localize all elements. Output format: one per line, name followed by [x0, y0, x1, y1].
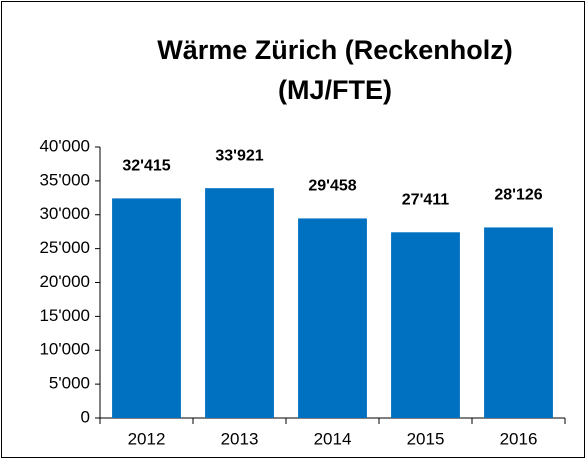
x-tick-label: 2015: [407, 429, 445, 448]
y-tick-label: 25'000: [39, 238, 90, 257]
x-tick-label: 2016: [500, 429, 538, 448]
x-tick-label: 2013: [221, 429, 259, 448]
y-tick-label: 10'000: [39, 340, 90, 359]
y-tick-label: 15'000: [39, 306, 90, 325]
bar: [484, 227, 553, 418]
bar: [298, 218, 367, 418]
data-label: 29'458: [308, 178, 356, 195]
y-tick-label: 20'000: [39, 272, 90, 291]
data-label: 33'921: [215, 147, 263, 164]
data-label: 32'415: [122, 158, 170, 175]
bar: [205, 188, 274, 418]
x-tick-label: 2014: [314, 429, 352, 448]
bar: [112, 198, 181, 418]
data-label: 28'126: [494, 187, 542, 204]
y-tick-label: 35'000: [39, 170, 90, 189]
x-tick-label: 2012: [128, 429, 166, 448]
data-label: 27'411: [402, 192, 450, 209]
chart-title: Wärme Zürich (Reckenholz): [157, 35, 513, 65]
y-tick-label: 5'000: [49, 374, 90, 393]
y-tick-label: 0: [81, 407, 90, 426]
chart-title: (MJ/FTE): [278, 75, 392, 105]
bar: [391, 232, 460, 418]
y-tick-label: 40'000: [39, 136, 90, 155]
y-tick-label: 30'000: [39, 204, 90, 223]
